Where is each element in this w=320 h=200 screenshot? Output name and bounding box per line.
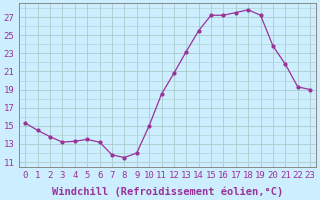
X-axis label: Windchill (Refroidissement éolien,°C): Windchill (Refroidissement éolien,°C) bbox=[52, 186, 283, 197]
